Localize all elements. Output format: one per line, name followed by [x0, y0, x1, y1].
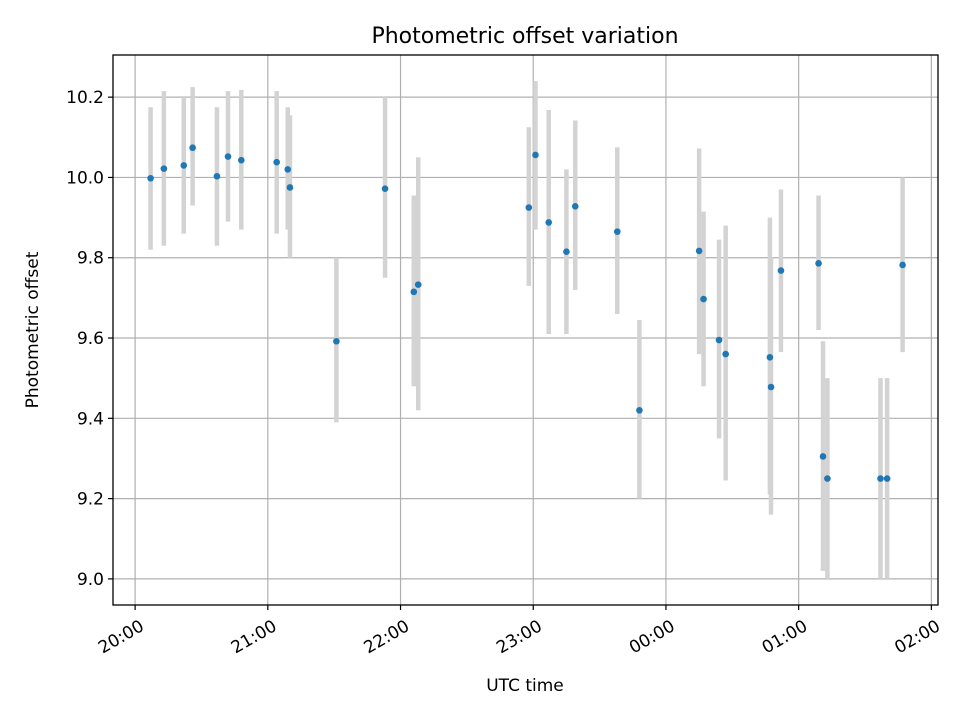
y-tick-label: 10.0 — [66, 168, 104, 188]
data-point — [284, 166, 292, 173]
plot-frame — [112, 54, 939, 606]
data-point — [333, 337, 340, 345]
data-point — [224, 153, 232, 160]
data-point — [695, 247, 703, 255]
y-tick-label: 9.2 — [77, 490, 104, 510]
data-point — [613, 228, 621, 235]
data-points — [147, 144, 906, 482]
chart-title: Photometric offset variation — [371, 24, 678, 49]
data-point — [381, 185, 389, 192]
data-point — [824, 475, 831, 482]
data-point — [715, 336, 723, 344]
data-point — [700, 295, 707, 303]
data-point — [525, 204, 533, 211]
y-tick-label: 10.2 — [66, 88, 104, 108]
data-point — [883, 475, 891, 482]
data-point — [414, 281, 422, 288]
data-point — [563, 248, 570, 256]
data-point — [636, 406, 643, 414]
data-point — [766, 353, 774, 361]
data-point — [147, 174, 154, 182]
data-point — [571, 203, 579, 210]
data-point — [160, 165, 168, 172]
data-point — [273, 158, 280, 166]
x-axis-label: UTC time — [486, 676, 564, 696]
data-point — [410, 288, 418, 296]
data-point — [877, 475, 884, 482]
data-point — [180, 162, 188, 169]
data-point — [213, 172, 221, 180]
data-point — [899, 261, 906, 269]
data-point — [819, 453, 827, 460]
grid-lines — [113, 55, 938, 605]
data-point — [777, 267, 785, 274]
data-point — [286, 184, 294, 191]
data-point — [545, 219, 553, 226]
data-point — [532, 151, 539, 159]
data-point — [722, 350, 729, 358]
data-point — [767, 383, 775, 391]
data-point — [189, 144, 196, 152]
data-point — [815, 260, 822, 267]
y-tick-label: 9.4 — [77, 409, 104, 429]
data-point — [237, 156, 245, 164]
y-tick-label: 9.0 — [77, 570, 104, 590]
y-tick-label: 9.8 — [77, 249, 104, 269]
y-axis-label: Photometric offset — [23, 251, 43, 408]
y-tick-label: 9.6 — [77, 329, 104, 349]
